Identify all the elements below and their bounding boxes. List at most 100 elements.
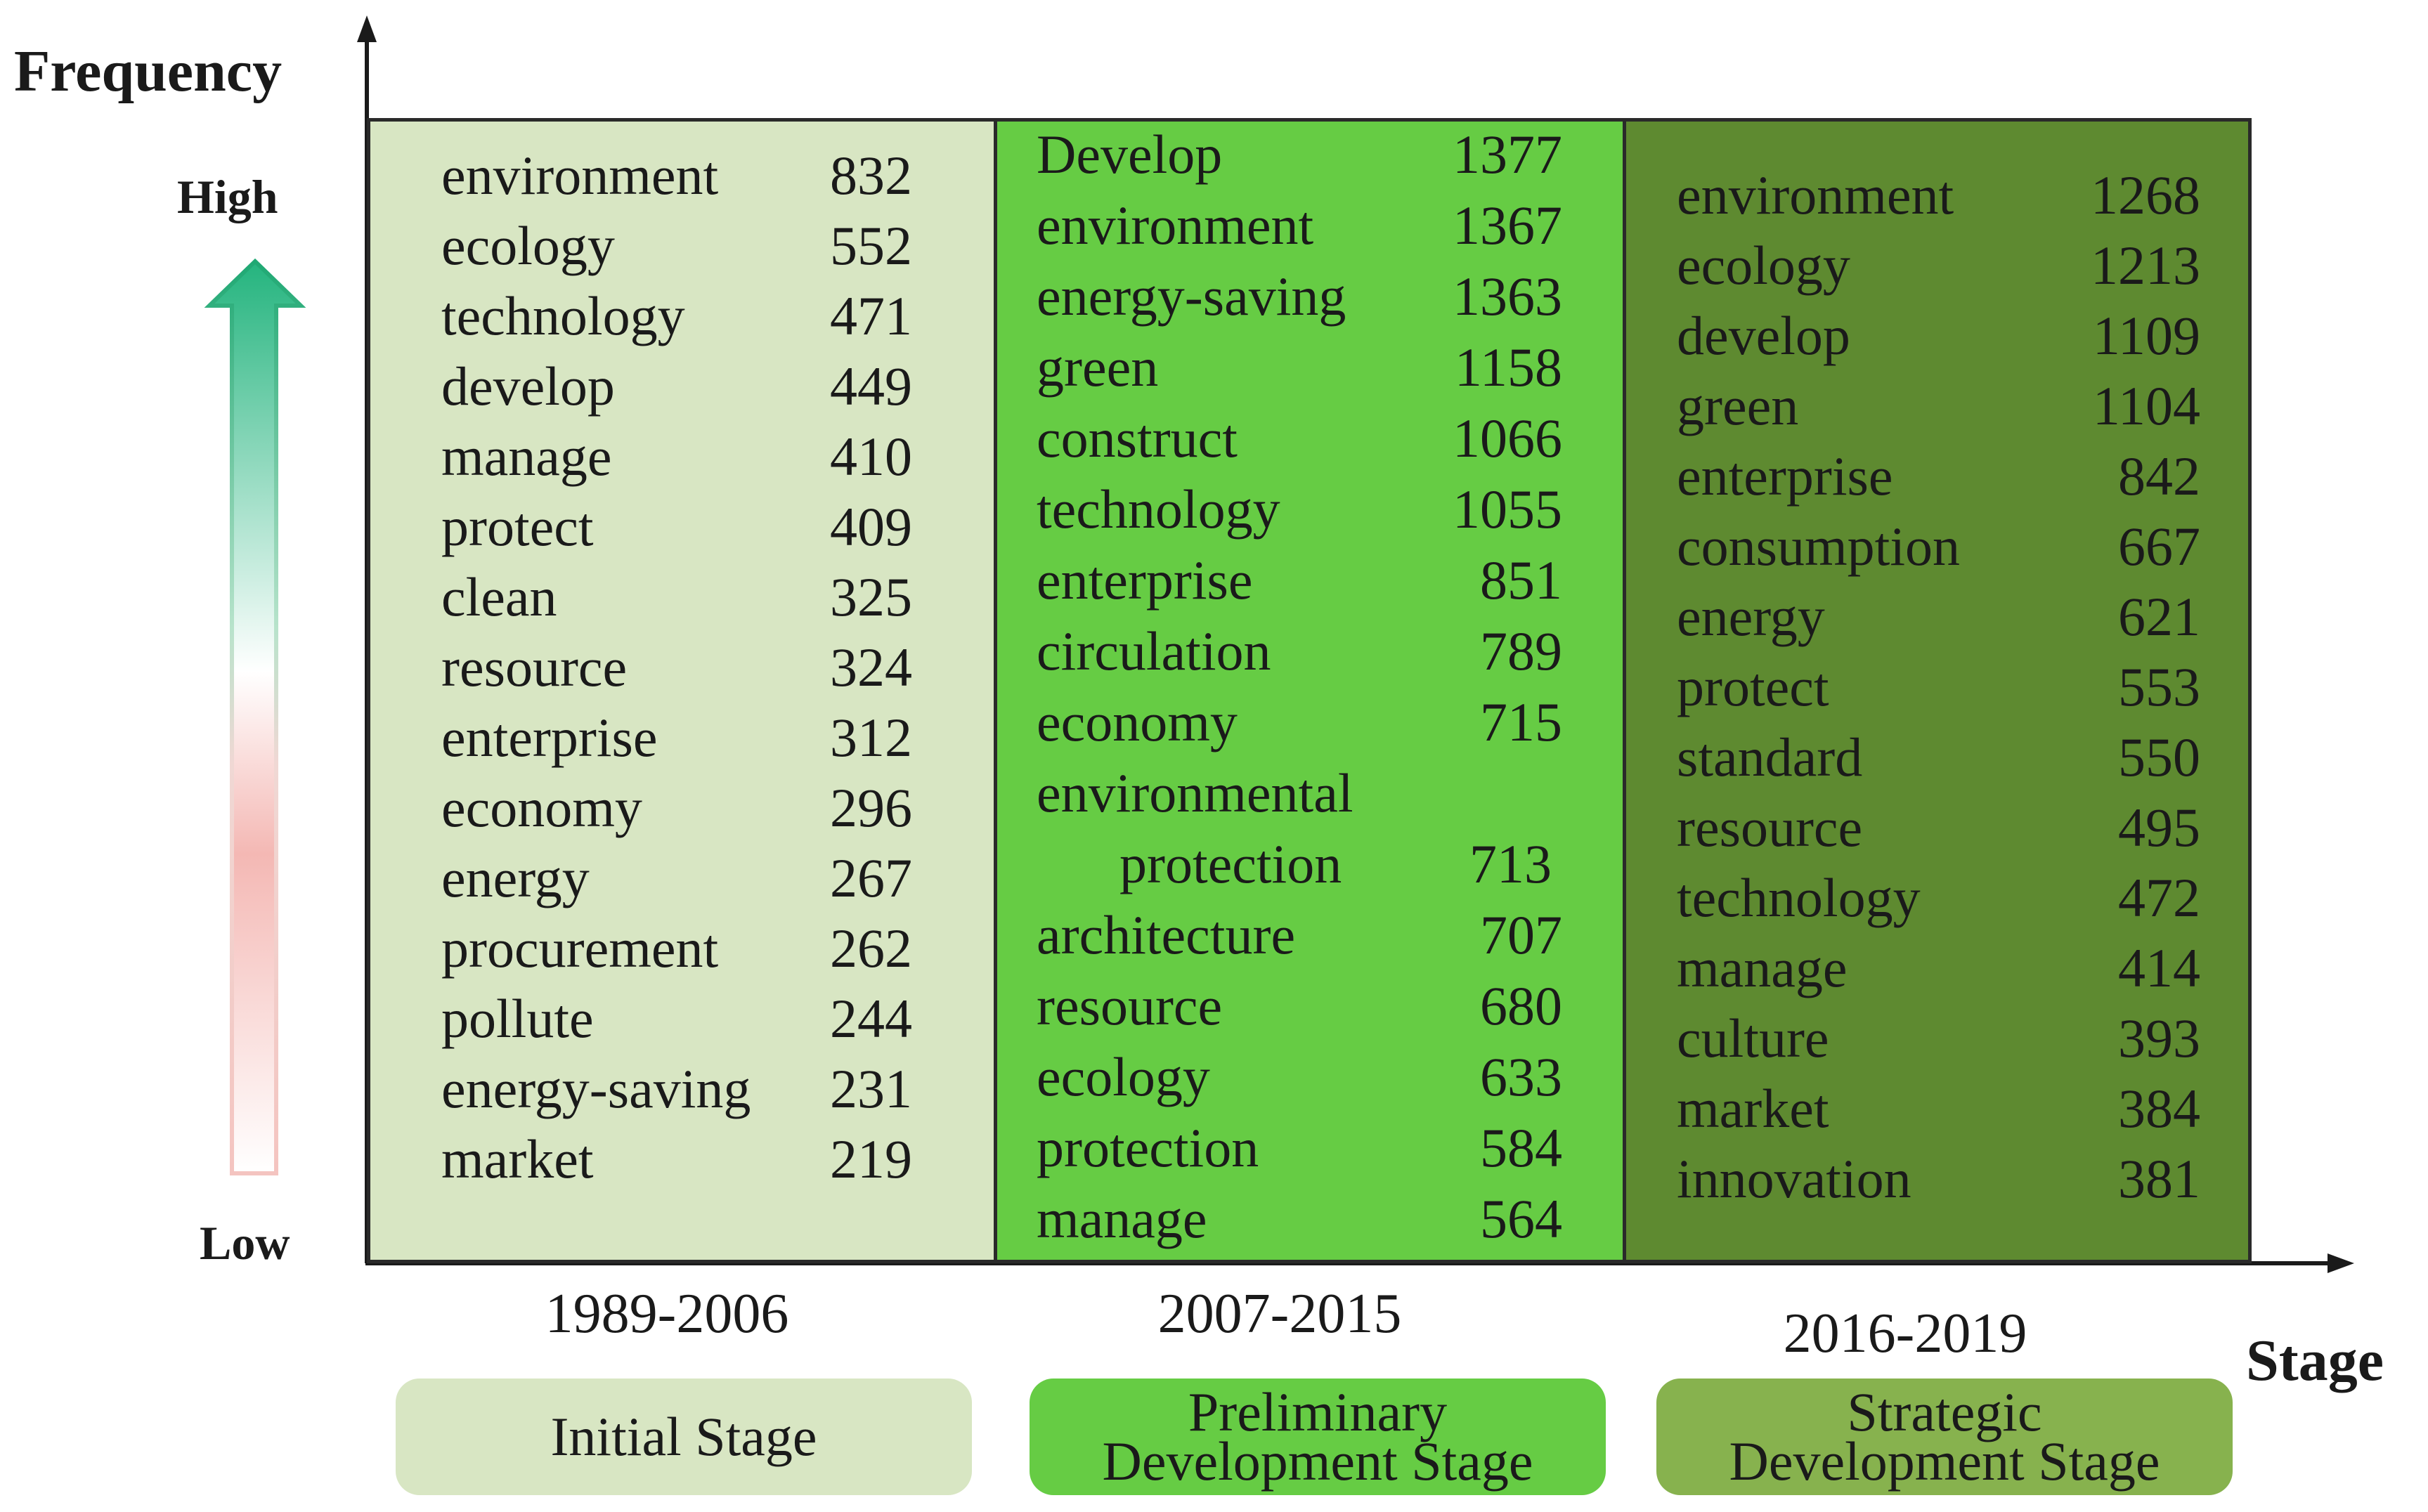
keyword-word: architecture	[1037, 904, 1296, 965]
keyword-frequency: 1055	[1453, 478, 1562, 540]
frequency-gradient-arrow	[204, 258, 306, 1175]
keyword-word: manage	[1037, 1188, 1207, 1249]
keyword-frequency: 472	[2118, 867, 2200, 928]
keyword-frequency: 1104	[2092, 375, 2200, 436]
keyword-row: economy 715	[1037, 687, 1562, 757]
keyword-frequency: 262	[830, 918, 912, 979]
keyword-word: economy	[441, 777, 642, 838]
keyword-frequency: 552	[830, 215, 912, 276]
keyword-frequency: 842	[2118, 445, 2200, 507]
keyword-row: technology 472	[1677, 863, 2200, 933]
keyword-row: develop 449	[441, 351, 912, 422]
keyword-frequency: 324	[830, 637, 912, 698]
keyword-row: resource 680	[1037, 971, 1562, 1041]
keyword-row: develop 1109	[1677, 301, 2200, 371]
keyword-word: environment	[1677, 164, 1954, 226]
period-label-1: 1989-2006	[545, 1283, 789, 1345]
panel-initial-stage	[367, 118, 997, 1263]
y-low-label: Low	[200, 1216, 290, 1270]
keyword-word: enterprise	[1037, 549, 1253, 611]
keyword-word: energy	[1677, 586, 1825, 647]
keyword-word: construct	[1037, 408, 1238, 469]
keyword-frequency: 231	[830, 1058, 912, 1119]
keyword-frequency: 381	[2118, 1148, 2200, 1209]
keyword-word: enterprise	[441, 707, 658, 768]
keyword-word: manage	[441, 426, 612, 487]
keyword-word: protection	[1037, 1117, 1259, 1178]
keyword-word: energy-saving	[1037, 266, 1346, 327]
keyword-row: architecture 707	[1037, 900, 1562, 970]
keyword-frequency: 409	[830, 496, 912, 557]
keyword-row: pollute 244	[441, 984, 912, 1054]
keyword-row: green 1158	[1037, 332, 1562, 403]
keyword-row: energy 267	[441, 843, 912, 913]
keyword-word: energy-saving	[441, 1058, 751, 1119]
stage-box-initial: Initial Stage	[396, 1379, 972, 1495]
keyword-word: green	[1037, 337, 1159, 398]
keyword-word: enterprise	[1677, 445, 1893, 507]
keyword-row: ecology 552	[441, 211, 912, 281]
keyword-row: clean 325	[441, 562, 912, 632]
keyword-row: Develop 1377	[1037, 119, 1562, 190]
keyword-row: enterprise 312	[441, 703, 912, 773]
keyword-frequency: 384	[2118, 1078, 2200, 1139]
keyword-row: consumption 667	[1677, 511, 2200, 582]
keyword-frequency: 715	[1480, 691, 1562, 752]
stage-label-line: Development Stage	[1102, 1430, 1533, 1492]
keyword-word: consumption	[1677, 516, 1960, 577]
keyword-frequency: 789	[1480, 620, 1562, 682]
keyword-row: enterprise 851	[1037, 545, 1562, 615]
keyword-row: protection 584	[1037, 1113, 1562, 1183]
keyword-row: environment 1367	[1037, 190, 1562, 261]
keyword-frequency: 410	[830, 426, 912, 487]
keyword-word: market	[1677, 1078, 1829, 1139]
keyword-row: resource 324	[441, 632, 912, 703]
x-axis-arrowhead	[2328, 1253, 2354, 1273]
stage-label-line: Development Stage	[1729, 1430, 2160, 1492]
keyword-row: standard 550	[1677, 722, 2200, 793]
keyword-row: circulation 789	[1037, 616, 1562, 686]
keyword-word: environment	[1037, 195, 1314, 256]
keyword-word: protection	[1119, 833, 1342, 894]
keyword-frequency: 851	[1480, 549, 1562, 611]
keyword-frequency: 393	[2118, 1008, 2200, 1069]
keyword-frequency: 495	[2118, 797, 2200, 858]
keyword-row: protection 713	[1037, 829, 1552, 899]
keyword-word: develop	[1677, 305, 1850, 366]
keyword-frequency: 449	[830, 356, 912, 417]
y-high-label: High	[177, 170, 278, 223]
keyword-word: technology	[1037, 478, 1280, 540]
keyword-row: economy 296	[441, 773, 912, 843]
keyword-word: standard	[1677, 726, 1863, 788]
keyword-row: ecology 1213	[1677, 230, 2200, 301]
keyword-word: protect	[1677, 656, 1829, 717]
keyword-row: environmental	[1037, 758, 1562, 828]
y-axis-arrowhead	[357, 15, 377, 42]
keyword-row: manage 564	[1037, 1184, 1562, 1254]
keyword-frequency: 564	[1480, 1188, 1562, 1249]
keyword-row: technology 471	[441, 281, 912, 351]
keyword-row: energy-saving 231	[441, 1054, 912, 1124]
keyword-row: culture 393	[1677, 1003, 2200, 1074]
keyword-frequency: 1377	[1453, 124, 1562, 185]
keyword-row: green 1104	[1677, 371, 2200, 441]
keyword-frequency: 667	[2118, 516, 2200, 577]
keyword-frequency: 219	[830, 1128, 912, 1190]
period-label-3: 2016-2019	[1783, 1303, 2027, 1364]
keyword-frequency: 296	[830, 777, 912, 838]
keyword-row: environment 832	[441, 141, 912, 211]
keyword-frequency: 1213	[2091, 235, 2200, 296]
keyword-word: clean	[441, 566, 557, 627]
keyword-frequency: 1109	[2092, 305, 2200, 366]
keyword-word: ecology	[1677, 235, 1850, 296]
keyword-frequency: 633	[1480, 1046, 1562, 1107]
keyword-word: protect	[441, 496, 594, 557]
keyword-word: resource	[1037, 975, 1223, 1036]
keyword-frequency: 267	[830, 847, 912, 908]
keyword-frequency: 244	[830, 988, 912, 1049]
keyword-frequency: 1363	[1453, 266, 1562, 327]
keyword-row: environment 1268	[1677, 160, 2200, 230]
keyword-word: Develop	[1037, 124, 1223, 185]
keyword-word: environmental	[1037, 762, 1353, 823]
keyword-frequency: 325	[830, 566, 912, 627]
